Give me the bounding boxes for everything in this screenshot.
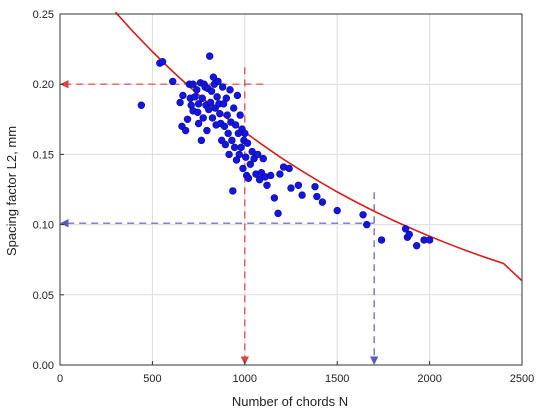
x-tick-label: 0: [57, 373, 63, 385]
data-point: [194, 100, 203, 108]
data-point: [198, 94, 206, 102]
fit-curve-layer: [114, 11, 523, 282]
data-point: [287, 184, 295, 192]
data-point: [208, 114, 217, 122]
data-point: [246, 160, 255, 168]
data-point: [285, 164, 293, 173]
data-point: [137, 101, 146, 109]
data-point: [205, 52, 214, 60]
data-point: [235, 150, 243, 159]
fit-curve: [114, 11, 523, 282]
data-point: [214, 77, 222, 86]
data-point: [216, 109, 224, 118]
data-point: [244, 174, 253, 182]
data-point: [270, 194, 279, 202]
data-point: [412, 241, 421, 250]
data-point: [193, 108, 202, 116]
data-point: [242, 153, 250, 161]
data-point: [191, 93, 199, 101]
y-axis-title: Spacing factor L2, mm: [4, 126, 19, 256]
x-tick-label: 1000: [233, 373, 257, 385]
data-point: [425, 236, 434, 244]
data-point: [359, 211, 367, 219]
data-point: [224, 129, 232, 138]
data-point: [221, 140, 230, 149]
data-point: [220, 122, 229, 131]
data-point: [203, 126, 211, 135]
data-point: [311, 182, 319, 191]
x-tick-label: 2000: [417, 373, 441, 385]
data-point: [230, 104, 238, 112]
y-tick-label: 0.05: [33, 290, 54, 302]
y-tick-label: 0.20: [33, 79, 54, 91]
data-point: [194, 119, 203, 128]
data-point: [189, 80, 197, 88]
data-point: [206, 98, 215, 107]
data-point: [213, 93, 221, 101]
y-tick-label: 0.25: [33, 9, 54, 21]
data-point: [181, 126, 190, 135]
axis-ticks: 0 500 1000 1500 2000 2500 0.00 0.05 0.10 0.15 0.20…: [33, 9, 535, 385]
data-point: [274, 209, 282, 218]
data-point: [226, 86, 234, 94]
data-point: [183, 115, 192, 124]
x-axis-title: Number of chords N: [232, 394, 348, 409]
data-point: [239, 164, 247, 173]
data-point: [276, 170, 284, 178]
data-point: [207, 87, 216, 95]
y-tick-label: 0.10: [33, 220, 54, 232]
data-point: [241, 129, 249, 138]
data-point: [313, 192, 321, 201]
data-point: [233, 91, 242, 100]
data-point: [209, 73, 218, 81]
data-point: [318, 198, 327, 206]
data-point: [254, 150, 262, 159]
data-point: [223, 111, 231, 119]
x-tick-label: 500: [143, 373, 161, 385]
data-point: [266, 171, 275, 180]
guide-lines: [60, 67, 379, 365]
data-point: [263, 181, 271, 189]
data-point: [197, 136, 206, 145]
data-point: [169, 77, 177, 86]
y-tick-label: 0.00: [33, 360, 54, 372]
data-point: [333, 206, 341, 215]
data-point: [199, 114, 207, 122]
data-point: [225, 150, 233, 159]
data-point: [176, 98, 184, 107]
data-point: [363, 220, 371, 229]
data-points: [137, 52, 434, 250]
data-point: [218, 83, 227, 91]
x-tick-label: 2500: [510, 373, 534, 385]
data-point: [377, 236, 386, 244]
data-point: [193, 86, 201, 94]
data-point: [294, 181, 303, 189]
data-point: [179, 91, 187, 100]
data-point: [222, 94, 231, 102]
data-point: [205, 105, 213, 114]
data-point: [236, 111, 244, 119]
data-point: [231, 121, 240, 129]
data-point: [243, 139, 252, 147]
x-tick-label: 1500: [325, 373, 349, 385]
data-point: [405, 230, 413, 239]
data-point: [228, 136, 236, 145]
data-point: [230, 143, 239, 152]
plot-border: [59, 13, 523, 366]
data-point: [401, 225, 410, 233]
data-point: [237, 143, 245, 152]
data-point: [229, 187, 237, 195]
y-tick-label: 0.15: [33, 149, 54, 161]
data-point: [259, 154, 267, 163]
data-point: [158, 58, 167, 66]
data-point: [298, 191, 306, 199]
